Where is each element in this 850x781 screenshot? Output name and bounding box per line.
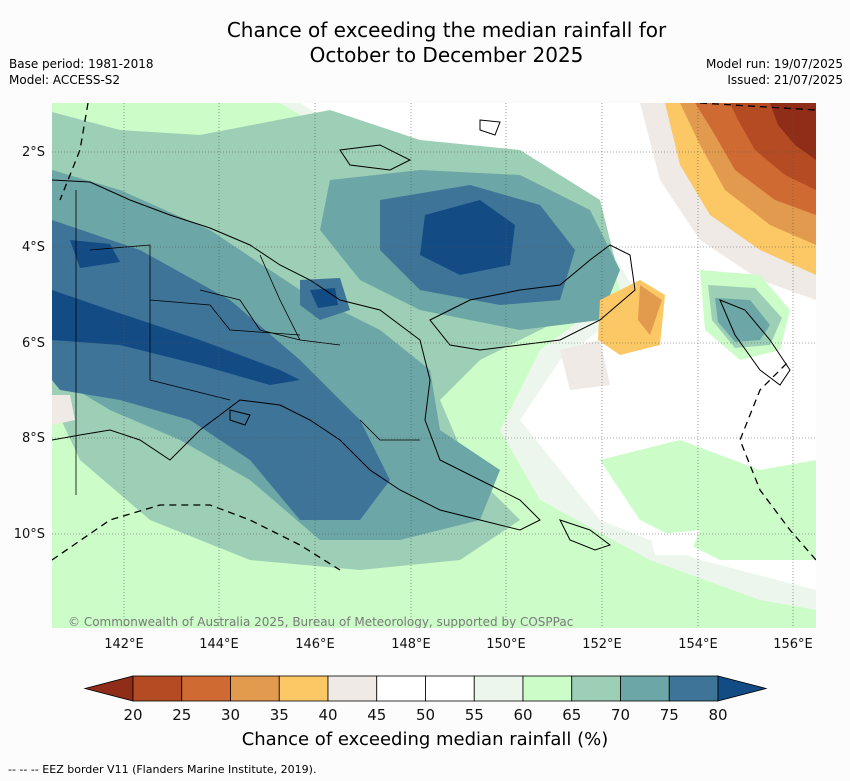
colorbar-segment <box>230 675 280 702</box>
lon-axis: 142°E 144°E 146°E 148°E 150°E 152°E 154°… <box>104 637 813 652</box>
lat-label: 6°S <box>22 336 45 351</box>
copyright-text: © Commonwealth of Australia 2025, Bureau… <box>68 615 573 629</box>
graticule <box>52 103 816 628</box>
chart-title: Chance of exceeding the median rainfall … <box>0 18 850 68</box>
colorbar-tick-label: 75 <box>660 706 679 724</box>
title-line-1: Chance of exceeding the median rainfall … <box>226 18 667 42</box>
colorbar-segment <box>522 675 573 702</box>
lon-label: 152°E <box>582 637 622 652</box>
colorbar-tick-label: 20 <box>123 706 142 724</box>
colorbar-tick-label: 50 <box>416 706 435 724</box>
base-period: Base period: 1981-2018 <box>9 57 154 71</box>
model-run: Model run: 19/07/2025 <box>705 57 843 71</box>
lon-label: 144°E <box>199 637 239 652</box>
coastlines <box>52 119 791 551</box>
colorbar-segment <box>376 675 426 702</box>
colorbar-segment <box>668 675 719 702</box>
colorbar-segment <box>620 675 670 702</box>
colorbar-tick-label: 30 <box>221 706 240 724</box>
colorbar-segment <box>425 675 475 702</box>
lon-label: 150°E <box>486 637 526 652</box>
issued-date: Issued: 21/07/2025 <box>727 73 843 87</box>
colorbar-tick-label: 65 <box>562 706 581 724</box>
colorbar-tick-label: 60 <box>513 706 532 724</box>
province-borders <box>75 190 420 495</box>
colorbar-tick-label: 40 <box>318 706 337 724</box>
lat-axis: 2°S 4°S 6°S 8°S 10°S <box>14 145 45 542</box>
lat-label: 8°S <box>22 431 45 446</box>
colorbar-tick-label: 25 <box>172 706 191 724</box>
colorbar-segment <box>473 675 524 702</box>
title-line-2: October to December 2025 <box>309 43 584 67</box>
model-name: Model: ACCESS-S2 <box>9 73 121 87</box>
lat-label: 10°S <box>14 527 45 542</box>
colorbar-tick-label: 55 <box>465 706 484 724</box>
colorbar-tick-label: 80 <box>708 706 727 724</box>
lon-label: 154°E <box>678 637 718 652</box>
meta-right: Model run: 19/07/2025 Issued: 21/07/2025 <box>706 56 843 88</box>
lon-label: 156°E <box>773 637 813 652</box>
colorbar-tick-label: 70 <box>611 706 630 724</box>
colorbar-extend-low <box>83 675 134 702</box>
colorbar-segment <box>327 675 378 702</box>
colorbar-segment <box>181 675 231 702</box>
lon-label: 148°E <box>391 637 431 652</box>
colorbar-segment <box>132 675 183 702</box>
eez-borders <box>52 103 816 571</box>
colorbar-title: Chance of exceeding median rainfall (%) <box>241 729 609 750</box>
colorbar-tick-label: 35 <box>270 706 289 724</box>
meta-left: Base period: 1981-2018 Model: ACCESS-S2 <box>9 56 154 88</box>
colorbar: 20 25 30 35 40 45 50 55 60 65 70 75 80 <box>83 675 768 724</box>
colorbar-segment <box>278 675 329 702</box>
colorbar-segment <box>571 675 621 702</box>
lon-label: 142°E <box>104 637 144 652</box>
lon-label: 146°E <box>295 637 335 652</box>
lat-label: 2°S <box>22 145 45 160</box>
rainfall-map: © Commonwealth of Australia 2025, Bureau… <box>52 103 816 629</box>
eez-legend: -- -- -- EEZ border V11 (Flanders Marine… <box>8 763 317 776</box>
lat-label: 4°S <box>22 240 45 255</box>
colorbar-extend-high <box>717 675 768 702</box>
colorbar-tick-label: 45 <box>367 706 386 724</box>
